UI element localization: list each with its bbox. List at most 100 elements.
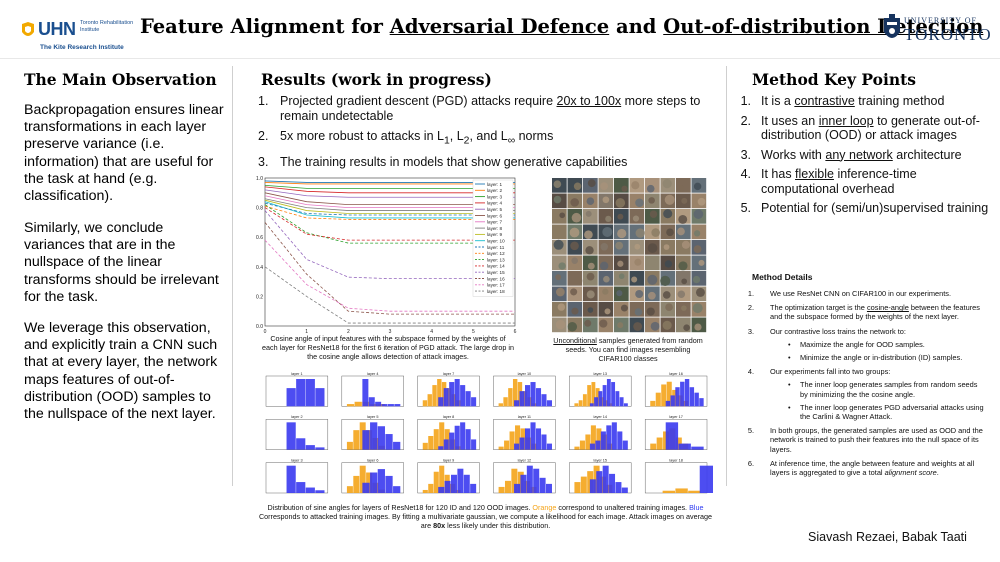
hist-caption-text: less likely under this distribution.	[445, 521, 551, 530]
sample-blob	[567, 321, 578, 332]
histogram-panel: layer 11	[493, 415, 556, 450]
detail-item-text: At inference time, the angle between fea…	[770, 458, 975, 478]
method-item-text: inference-time computational overhead	[761, 167, 917, 196]
main-observation-heading: The Main Observation	[24, 70, 217, 89]
method-item-number: 4.	[740, 167, 751, 181]
histogram-bar	[439, 422, 445, 450]
results-item-text: , L	[449, 129, 464, 143]
legend-label: layer: 10	[487, 239, 505, 244]
sample-blob	[553, 180, 562, 188]
histogram-panel: layer 8	[417, 415, 480, 450]
sample-blob	[692, 275, 701, 284]
method-item-text: It is a	[761, 94, 795, 108]
sample-blob	[694, 323, 702, 331]
sample-blob	[553, 195, 562, 204]
histogram-panel: layer 18	[644, 458, 713, 494]
sample-blob	[697, 197, 706, 206]
sample-blob	[681, 240, 690, 249]
sample-blob	[617, 228, 627, 239]
histogram-panel: layer 16	[644, 372, 708, 407]
detail-sublist: The inner loop generates samples from ra…	[770, 380, 985, 421]
histogram-title: layer 11	[518, 415, 531, 419]
title-part-1: Feature Alignment for	[140, 15, 390, 38]
authors: Siavash Rezaei, Babak Taati	[808, 530, 967, 544]
sample-blob	[664, 260, 673, 268]
hist-caption-orange: Orange	[532, 503, 557, 512]
histogram-bar	[684, 379, 690, 407]
legend-label: layer: 15	[487, 270, 505, 275]
histogram-bar	[433, 471, 439, 493]
uoft-logo: UNIVERSITY OF TORONTO	[882, 14, 991, 50]
norm-subscript: 1	[443, 135, 450, 147]
y-tick-label: 0.2	[256, 294, 263, 300]
uhn-mark-icon	[22, 22, 34, 36]
sample-blob	[678, 261, 688, 271]
histogram-bar	[381, 404, 388, 407]
observation-paragraph-3: We leverage this observation, and explic…	[24, 320, 218, 423]
sample-blob	[665, 303, 673, 312]
sample-blob	[602, 226, 613, 238]
histogram-bar	[589, 403, 594, 407]
sample-blob	[558, 262, 566, 270]
legend-label: layer: 7	[487, 220, 503, 225]
sample-blob	[651, 228, 660, 237]
y-tick-label: 0.8	[256, 206, 263, 212]
method-item-text: training method	[854, 94, 945, 108]
method-item-4: 4. It has flexible inference-time computa…	[737, 167, 997, 196]
method-key-points-list: 1. It is a contrastive training method 2.…	[737, 94, 997, 221]
legend-label: layer: 13	[487, 257, 505, 262]
method-item-underlined: any network	[825, 147, 893, 162]
histogram-bar	[546, 400, 552, 407]
detail-item-text: The optimization target is the	[770, 303, 867, 313]
sample-blob	[605, 215, 612, 223]
histogram-bar	[520, 474, 527, 493]
legend-label: layer: 16	[487, 276, 505, 281]
histogram-bar	[526, 465, 533, 493]
detail-item-text: .	[936, 468, 939, 478]
method-item-3: 3. Works with any network architecture	[737, 148, 997, 163]
histogram-title: layer 7	[443, 372, 454, 376]
series-line	[264, 204, 515, 244]
sample-blob	[584, 319, 592, 327]
samples-caption: Unconditional samples generated from ran…	[553, 336, 703, 363]
legend-label: layer: 6	[487, 213, 503, 218]
results-item-text: norms	[515, 129, 554, 143]
results-item-2: 2. 5x more robust to attacks in L1, L2, a…	[258, 129, 728, 149]
histogram-bar	[606, 425, 612, 450]
sample-blob	[599, 319, 608, 328]
histogram-bar	[615, 391, 620, 407]
detail-item-5: 5. In both groups, the generated samples …	[740, 426, 985, 454]
histogram-bar	[522, 391, 527, 407]
histogram-bar	[675, 488, 688, 493]
histogram-bar	[621, 487, 628, 493]
norm-subscript: 2	[463, 135, 470, 147]
histogram-bar	[432, 385, 437, 407]
method-details-heading: Method Details	[752, 272, 813, 282]
hist-caption-blue: Blue	[689, 503, 704, 512]
sample-blob	[647, 243, 658, 253]
histogram-bar	[665, 422, 679, 450]
sample-blob	[555, 274, 562, 281]
histogram-bar	[368, 397, 375, 407]
histogram-panel: layer 6	[341, 458, 404, 494]
x-tick-label: 4	[430, 329, 433, 335]
histogram-panel: layer 12	[493, 458, 556, 494]
histogram-title: layer 13	[593, 372, 607, 376]
detail-subitem: The inner loop generates samples from ra…	[770, 380, 985, 398]
sample-blob	[570, 288, 578, 296]
legend-label: layer: 2	[487, 188, 503, 193]
histogram-frame	[644, 462, 708, 494]
histogram-bar	[443, 439, 449, 450]
detail-item-1: 1. We use ResNet CNN on CIFAR100 in our e…	[740, 289, 985, 298]
histogram-panel: layer 17	[644, 415, 708, 450]
histogram-bar	[665, 400, 671, 407]
detail-item-number: 4.	[747, 367, 754, 377]
sample-blob	[681, 197, 688, 204]
sample-blob	[615, 241, 624, 250]
legend-label: layer: 9	[487, 232, 503, 237]
histogram-bar	[585, 434, 591, 450]
histogram-panel: layer 15	[569, 458, 632, 494]
histogram-bar	[427, 394, 432, 407]
histogram-panel: layer 10	[493, 372, 556, 407]
